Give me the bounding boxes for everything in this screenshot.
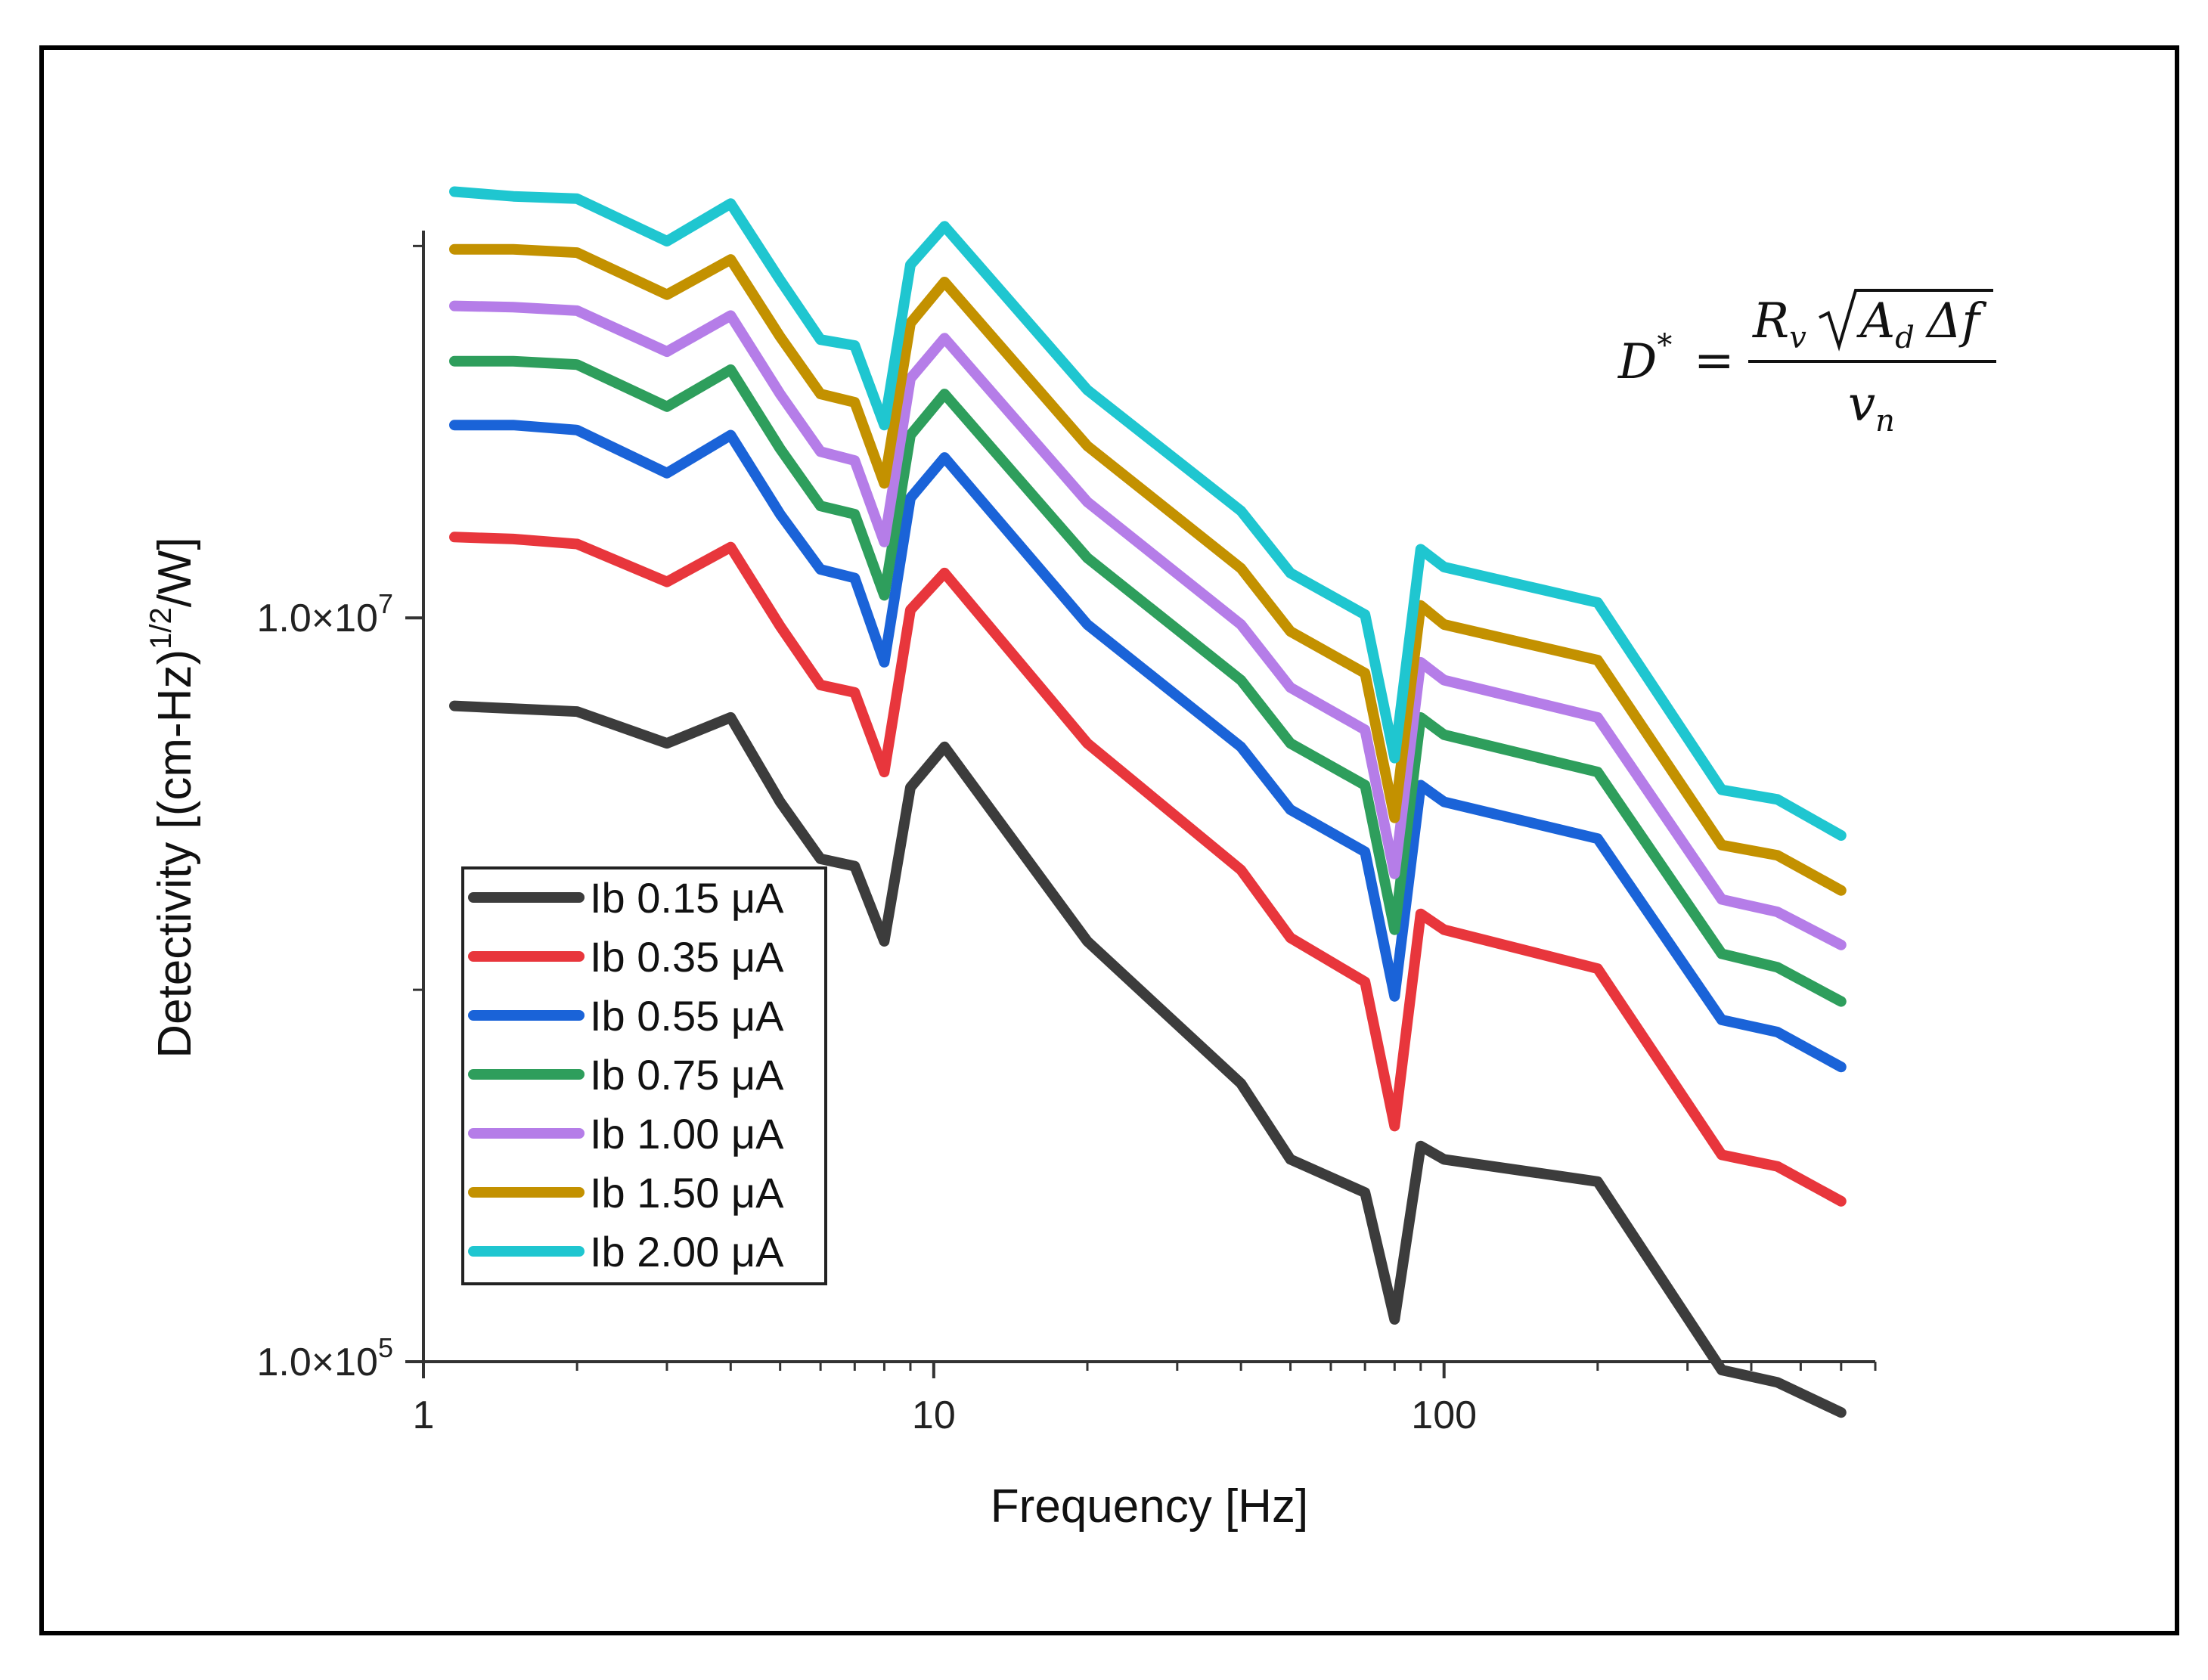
series-line-1: [449, 532, 1847, 1207]
series-line-2: [449, 420, 1847, 1073]
legend-label-5: Ib 1.50 μA: [590, 1169, 784, 1217]
legend-label-2: Ib 0.55 μA: [590, 992, 784, 1040]
x-tick-label-0: 1: [413, 1393, 435, 1437]
legend-label-4: Ib 1.00 μA: [590, 1110, 784, 1158]
x-axis-title: Frequency [Hz]: [991, 1480, 1308, 1533]
figure-frame: [39, 45, 2179, 1635]
formula-sqrt-sign: [1819, 289, 1993, 352]
legend-items: Ib 0.15 μA Ib 0.35 μA Ib 0.55 μA Ib 0.75 μA…: [468, 874, 784, 1275]
ticks-layer: 1 10 100 1.0×105 1.0×107: [256, 244, 1877, 1437]
formula-numerator-r: Rv: [1752, 293, 1806, 355]
formula-numerator-a: Ad: [1856, 293, 1915, 355]
series-line-6: [449, 186, 1847, 841]
series-layer: [449, 186, 1847, 1418]
legend-label-6: Ib 2.00 μA: [590, 1228, 784, 1275]
formula-lhs: D*: [1617, 328, 1672, 390]
x-tick-label-1: 10: [912, 1393, 956, 1437]
legend-label-0: Ib 0.15 μA: [590, 874, 784, 922]
y-axis-title-main: Detectivity [(cm-Hz): [149, 649, 201, 1059]
legend-label-1: Ib 0.35 μA: [590, 933, 784, 981]
series-line-0: [449, 700, 1847, 1418]
y-axis-title-sup: 1/2: [144, 607, 178, 649]
legend-label-3: Ib 0.75 μA: [590, 1051, 784, 1099]
legend: Ib 0.15 μA Ib 0.35 μA Ib 0.55 μA Ib 0.75 μA…: [461, 866, 827, 1285]
formula-denominator: vn: [1848, 377, 1895, 439]
series-line-4: [449, 300, 1847, 950]
axes-layer: [422, 231, 1875, 1363]
y-axis-title: Detectivity [(cm-Hz)1/2/W]: [144, 537, 201, 1058]
series-line-3: [449, 355, 1847, 1007]
formula-equals: =: [1694, 333, 1735, 389]
series-line-5: [449, 243, 1847, 896]
y-tick-label-1: 1.0×107: [256, 588, 393, 640]
detectivity-formula: D* = Rv Ad Δf vn: [1617, 289, 1996, 439]
y-tick-label-0: 1.0×105: [256, 1332, 393, 1384]
x-tick-label-2: 100: [1411, 1393, 1477, 1437]
formula-numerator-df: Δf: [1924, 293, 1987, 349]
axis-titles: Frequency [Hz] Detectivity [(cm-Hz)1/2/W…: [144, 537, 1308, 1533]
y-axis-title-end: /W]: [149, 537, 201, 607]
